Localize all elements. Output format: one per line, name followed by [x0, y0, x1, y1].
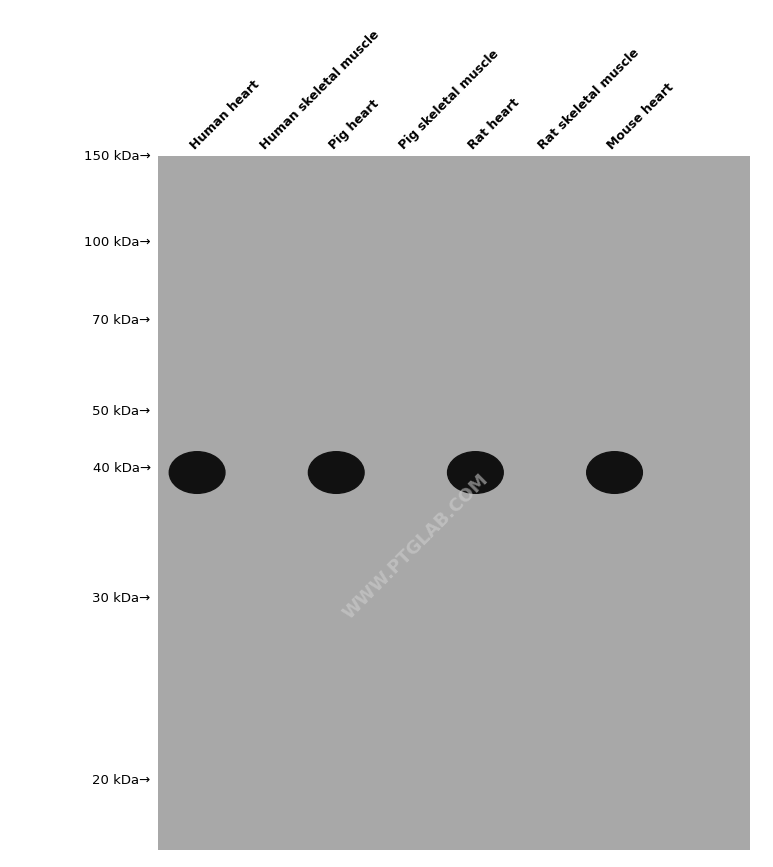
- Ellipse shape: [308, 452, 364, 493]
- Text: Pig skeletal muscle: Pig skeletal muscle: [397, 47, 501, 152]
- Text: 100 kDa→: 100 kDa→: [84, 237, 151, 249]
- Text: 150 kDa→: 150 kDa→: [84, 150, 151, 162]
- Bar: [158, 156, 750, 850]
- Text: 30 kDa→: 30 kDa→: [93, 592, 151, 604]
- Text: Rat skeletal muscle: Rat skeletal muscle: [536, 46, 642, 152]
- Text: WWW.PTGLAB.COM: WWW.PTGLAB.COM: [339, 470, 492, 623]
- Text: 50 kDa→: 50 kDa→: [93, 406, 151, 418]
- Ellipse shape: [587, 452, 642, 493]
- Text: Pig heart: Pig heart: [327, 97, 382, 152]
- Text: Mouse heart: Mouse heart: [605, 81, 676, 152]
- Text: 40 kDa→: 40 kDa→: [93, 462, 151, 474]
- Text: Human skeletal muscle: Human skeletal muscle: [257, 28, 382, 152]
- Text: 20 kDa→: 20 kDa→: [93, 774, 151, 786]
- Text: 70 kDa→: 70 kDa→: [93, 315, 151, 327]
- Ellipse shape: [448, 452, 503, 493]
- Ellipse shape: [169, 452, 225, 493]
- Text: Rat heart: Rat heart: [466, 95, 523, 152]
- Text: Human heart: Human heart: [188, 77, 262, 152]
